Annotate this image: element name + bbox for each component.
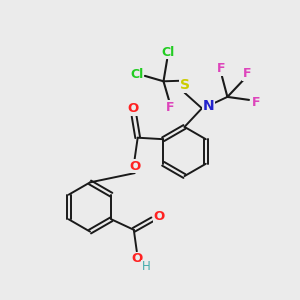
Text: F: F [252,96,260,109]
Text: N: N [203,99,214,113]
Text: H: H [141,260,150,274]
Text: O: O [153,210,165,223]
Text: S: S [180,78,190,92]
Text: F: F [217,62,225,76]
Text: O: O [129,160,140,173]
Text: Cl: Cl [161,46,175,59]
Text: O: O [128,102,139,115]
Text: F: F [166,101,174,114]
Text: F: F [243,67,251,80]
Text: Cl: Cl [130,68,144,81]
Text: O: O [131,252,142,266]
